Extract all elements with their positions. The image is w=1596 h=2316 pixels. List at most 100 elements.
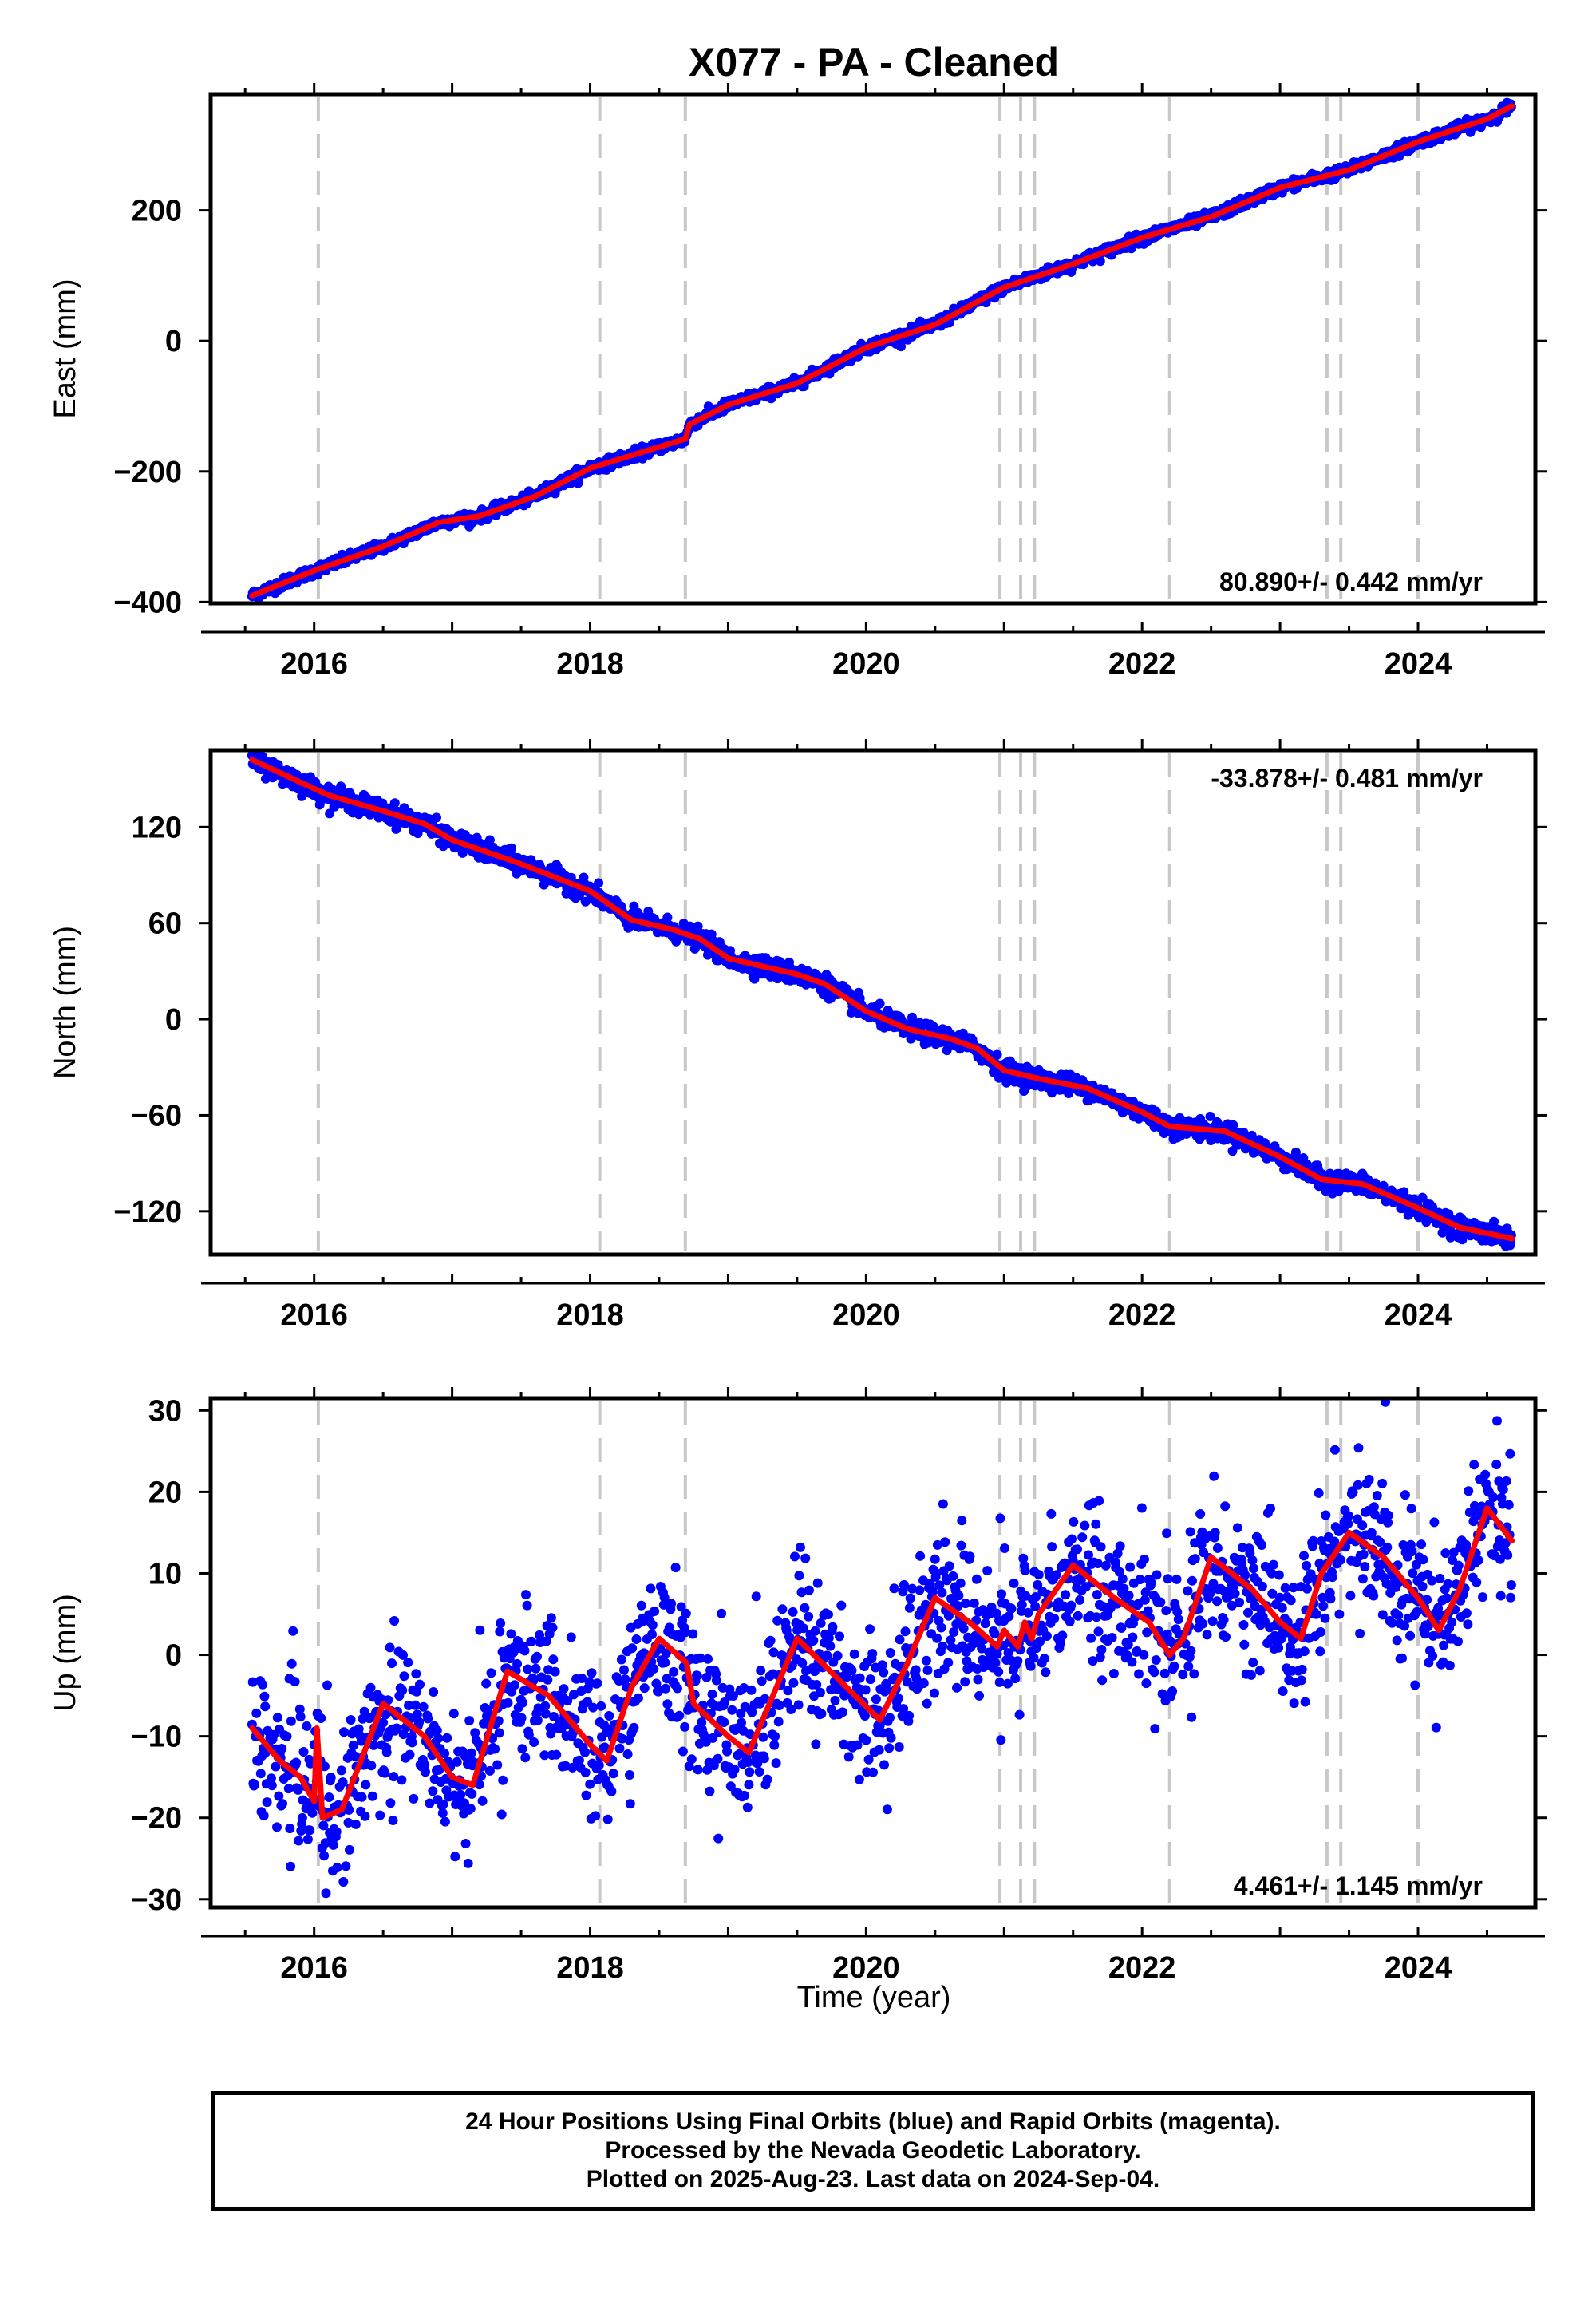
data-point <box>467 1788 477 1799</box>
data-point <box>793 1700 804 1710</box>
data-point <box>350 1819 361 1829</box>
data-point <box>318 1820 329 1831</box>
data-point <box>375 1810 385 1820</box>
data-point <box>331 1827 342 1837</box>
data-point <box>294 1836 304 1846</box>
data-point <box>332 1863 342 1873</box>
data-point <box>759 1753 769 1764</box>
data-point <box>522 1600 532 1611</box>
data-point <box>389 1616 400 1626</box>
data-point <box>1417 1192 1428 1203</box>
data-point <box>484 1765 495 1776</box>
data-point <box>486 1668 496 1678</box>
data-point <box>798 1623 808 1634</box>
data-point <box>788 1678 799 1688</box>
data-point <box>251 1708 262 1718</box>
data-point <box>259 1691 270 1701</box>
data-point <box>381 1747 392 1757</box>
data-point <box>745 1729 755 1740</box>
data-point <box>737 1717 746 1728</box>
data-point <box>684 1761 694 1772</box>
north-rate-label: -33.878+/- 0.481 mm/yr <box>1211 764 1483 792</box>
data-point <box>290 1677 300 1687</box>
data-point <box>546 1613 556 1623</box>
data-point <box>466 1748 476 1758</box>
data-point <box>392 1723 402 1733</box>
data-point <box>321 1888 331 1899</box>
data-point <box>415 1679 425 1690</box>
x-tick-label: 2018 <box>556 1298 624 1332</box>
data-point <box>1205 1111 1215 1121</box>
data-point <box>291 1757 302 1768</box>
data-point <box>670 1563 681 1573</box>
data-point <box>277 1744 287 1753</box>
y-tick-label: 0 <box>165 1003 182 1037</box>
data-point <box>692 1670 702 1681</box>
data-point <box>896 342 906 352</box>
data-point <box>796 1542 805 1552</box>
data-point <box>758 1732 768 1742</box>
data-point <box>440 1816 450 1827</box>
data-point <box>307 1808 318 1818</box>
data-point <box>769 1740 780 1750</box>
data-point <box>345 1844 354 1855</box>
data-point <box>646 1583 656 1594</box>
data-point <box>585 1779 595 1789</box>
data-point <box>676 1602 686 1612</box>
data-point <box>705 1786 715 1796</box>
data-point <box>549 1712 559 1721</box>
data-point <box>849 1649 859 1659</box>
data-point <box>464 1716 475 1726</box>
data-point <box>739 1683 749 1693</box>
data-point <box>633 1693 643 1703</box>
data-point <box>620 1674 630 1685</box>
data-point <box>800 1553 811 1563</box>
data-point <box>463 1858 473 1868</box>
x-tick-label: 2016 <box>280 647 348 681</box>
data-point <box>855 1673 865 1683</box>
data-point <box>341 1861 351 1871</box>
data-point <box>825 1641 836 1651</box>
data-point <box>550 1666 560 1677</box>
data-point <box>753 1758 763 1769</box>
data-point <box>438 1799 448 1809</box>
data-point <box>860 1685 871 1695</box>
data-point <box>418 1701 429 1712</box>
east-plot-frame <box>208 92 1538 606</box>
data-point <box>410 1700 421 1710</box>
data-point <box>278 1799 287 1809</box>
data-point <box>498 1775 508 1785</box>
data-point <box>450 1852 460 1862</box>
data-point <box>429 1687 439 1697</box>
data-point <box>616 1654 626 1665</box>
data-point <box>412 1686 422 1697</box>
data-point <box>267 1773 276 1784</box>
data-point <box>660 1658 670 1668</box>
data-point <box>403 1658 413 1668</box>
x-tick-label: 2020 <box>832 1298 900 1332</box>
data-point <box>680 1721 690 1732</box>
data-point <box>339 1727 349 1737</box>
data-point <box>707 1690 717 1699</box>
data-point <box>577 1674 587 1683</box>
data-point <box>760 1694 770 1704</box>
data-point <box>674 1710 685 1721</box>
data-point <box>350 1751 360 1761</box>
data-point <box>678 1746 688 1757</box>
y-tick-label: 200 <box>132 195 182 228</box>
data-point <box>697 1717 707 1728</box>
data-point <box>708 1733 718 1743</box>
east-rate-label: 80.890+/- 0.442 mm/yr <box>1219 567 1483 596</box>
data-point <box>452 1757 462 1767</box>
data-point <box>770 1731 780 1741</box>
data-point <box>797 1658 808 1668</box>
data-point <box>288 1626 298 1636</box>
data-point <box>398 1650 408 1660</box>
north-y-axis-label: North (mm) <box>49 926 82 1079</box>
data-point <box>494 1728 504 1738</box>
y-tick-label: −60 <box>131 1099 182 1132</box>
data-point <box>563 1696 573 1705</box>
x-tick-label: 2020 <box>832 647 900 681</box>
data-point <box>859 1711 870 1721</box>
